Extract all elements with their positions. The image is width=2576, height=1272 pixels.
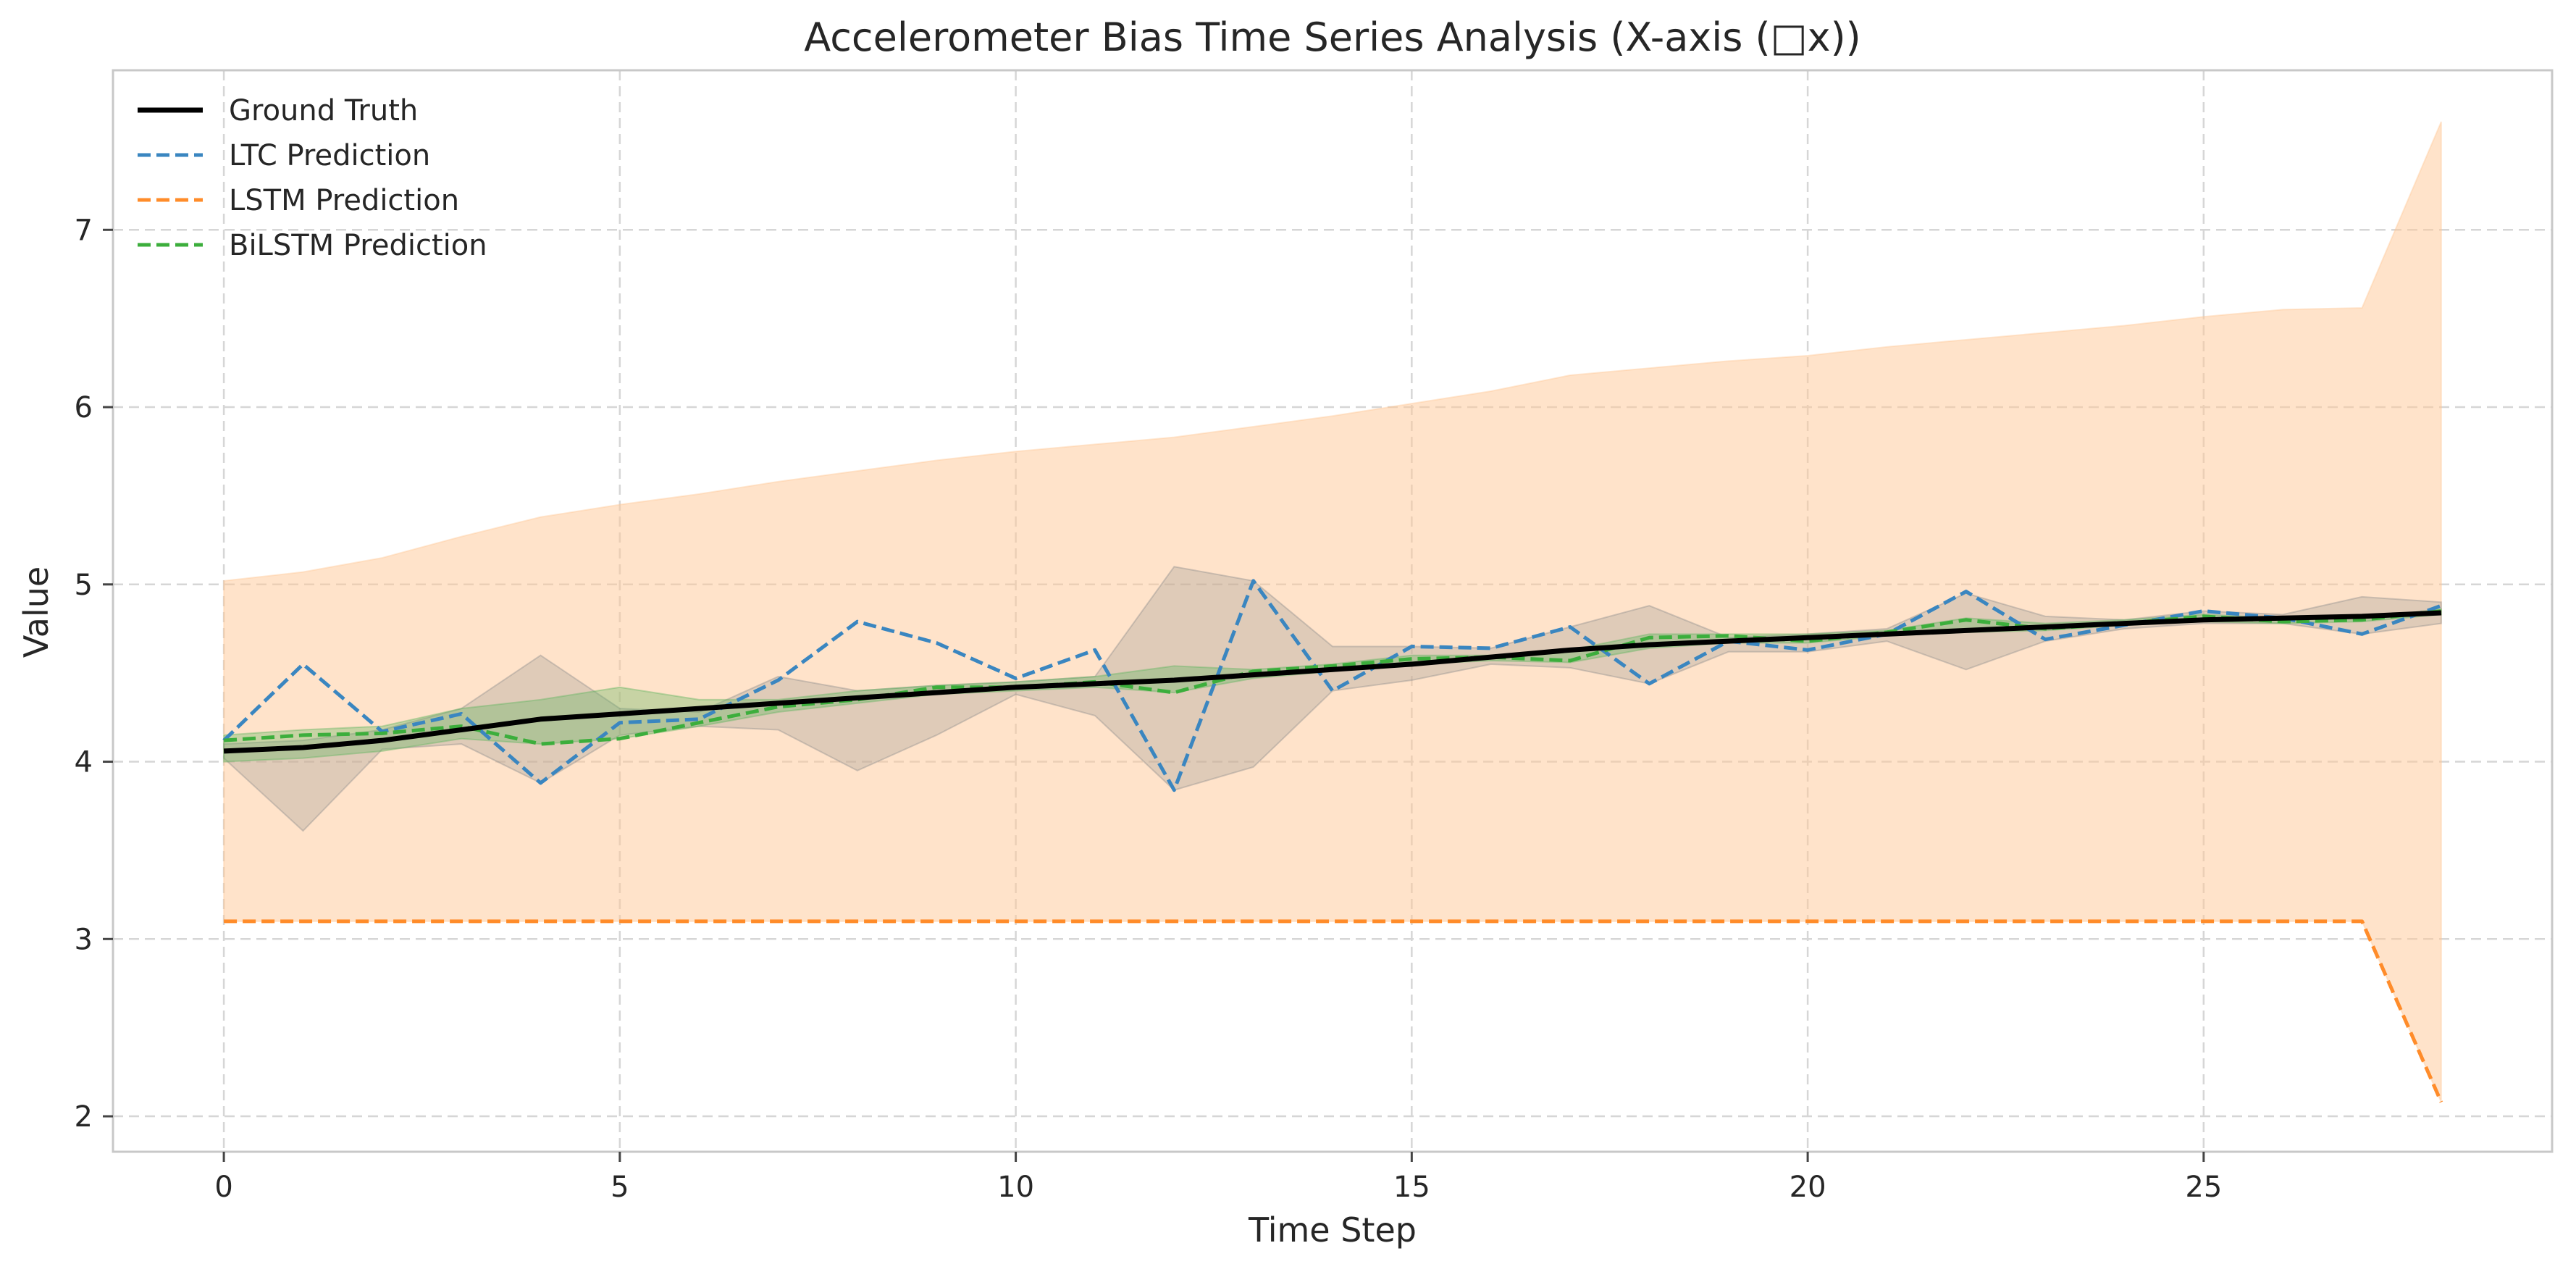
- legend-label: LTC Prediction: [229, 139, 430, 172]
- x-tick-label: 15: [1393, 1171, 1430, 1204]
- axis-ticks: 0 5 10 15 20 25 2 3 4 5 6 7: [75, 214, 2223, 1204]
- y-tick-label: 2: [75, 1100, 93, 1134]
- ltc-prediction-line: [222, 579, 2442, 792]
- y-axis-title: Value: [17, 566, 56, 658]
- x-tick-label: 25: [2185, 1171, 2222, 1204]
- y-tick-label: 5: [75, 569, 93, 602]
- legend: Ground Truth LTC Prediction LSTM Predictio…: [138, 94, 487, 262]
- x-tick-label: 0: [214, 1171, 232, 1204]
- ground-truth-line: [223, 610, 2442, 754]
- x-tick-label: 5: [611, 1171, 629, 1204]
- y-tick-label: 6: [75, 391, 93, 424]
- legend-label: Ground Truth: [229, 94, 418, 127]
- y-tick-label: 7: [75, 214, 93, 247]
- chart-title: Accelerometer Bias Time Series Analysis …: [804, 14, 1860, 60]
- y-tick-label: 4: [75, 746, 93, 779]
- legend-label: BiLSTM Prediction: [229, 229, 487, 262]
- lstm-prediction-line: [224, 919, 2443, 1103]
- y-tick-label: 3: [75, 923, 93, 956]
- legend-label: LSTM Prediction: [229, 184, 459, 217]
- x-axis-title: Time Step: [1248, 1210, 1417, 1250]
- series-lines: [222, 579, 2443, 1103]
- x-tick-label: 10: [997, 1171, 1034, 1204]
- plot-area-frame: [112, 69, 2554, 1153]
- x-tick-label: 20: [1790, 1171, 1826, 1204]
